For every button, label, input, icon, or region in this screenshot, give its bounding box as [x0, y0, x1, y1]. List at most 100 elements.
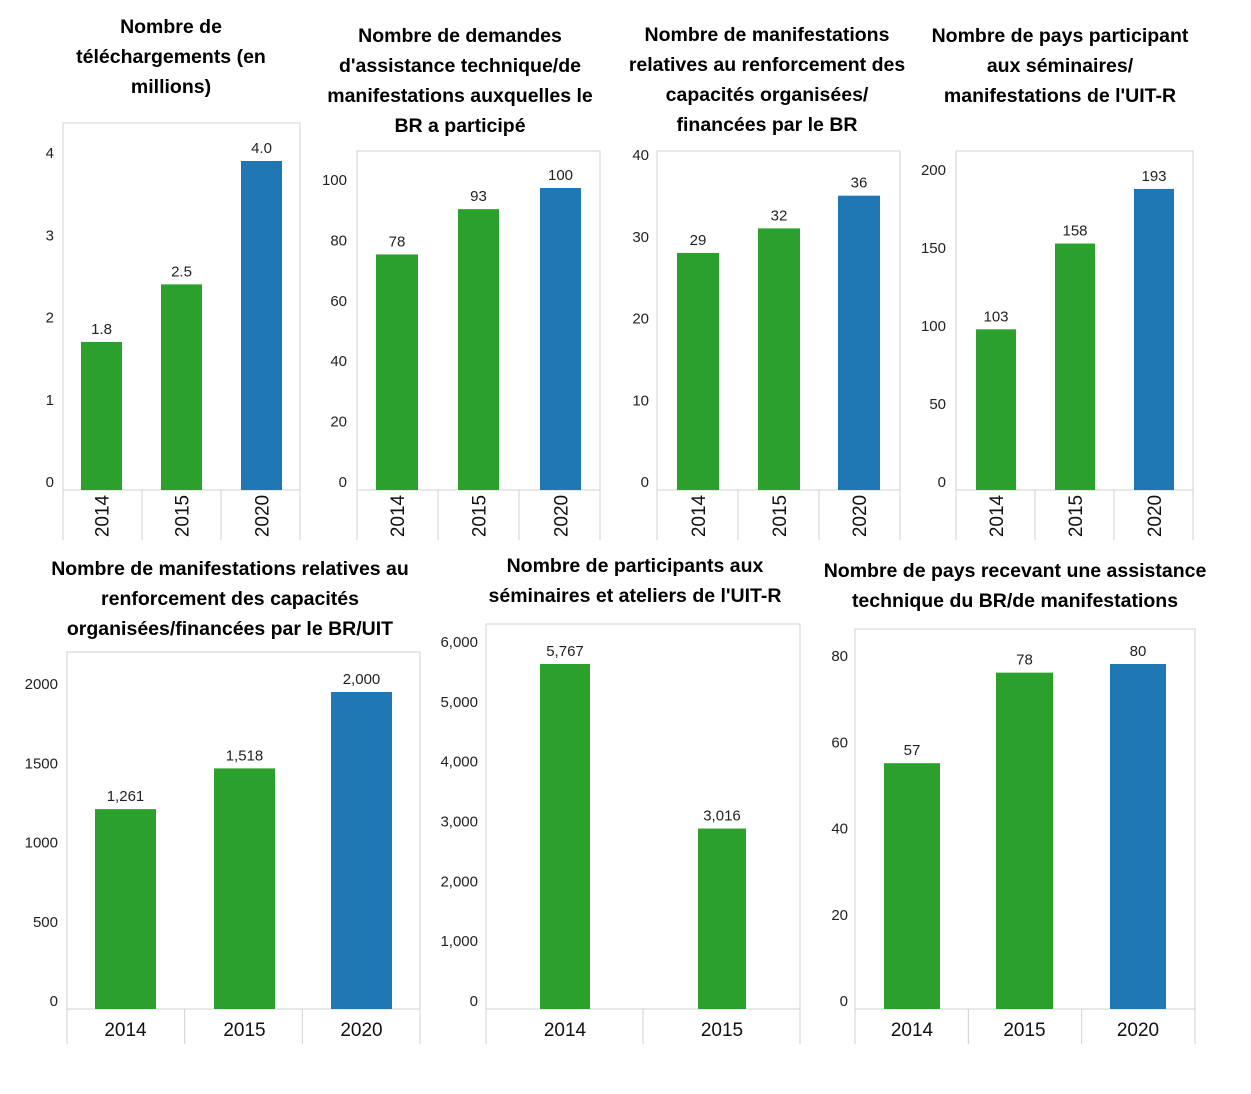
data-label: 4.0	[251, 140, 272, 157]
x-tick-label: 2020	[552, 495, 573, 537]
bar-2014	[376, 254, 418, 490]
data-label: 100	[548, 167, 573, 184]
x-tick-label: 2014	[544, 1020, 587, 1041]
x-tick-label: 2014	[104, 1020, 147, 1041]
chart-title-line: séminaires et ateliers de l'UIT-R	[488, 585, 782, 607]
data-label: 29	[690, 232, 707, 249]
y-tick-label: 0	[938, 474, 946, 491]
chart-title-line: capacités organisées/	[665, 84, 869, 106]
y-tick-label: 80	[330, 232, 347, 249]
y-tick-label: 1500	[25, 755, 58, 772]
bar-2015	[698, 828, 746, 1009]
y-tick-label: 1000	[25, 835, 58, 852]
y-tick-label: 80	[831, 648, 848, 665]
bar-2014	[884, 763, 940, 1009]
y-tick-label: 2000	[25, 676, 58, 693]
y-tick-label: 2	[46, 310, 54, 327]
data-label: 36	[851, 175, 868, 192]
data-label: 3,016	[703, 808, 741, 825]
y-tick-label: 20	[330, 414, 347, 431]
chart-title-line: technique du BR/de manifestations	[851, 590, 1179, 612]
bar-2020	[241, 161, 282, 490]
chart-title-line: Nombre de participants aux	[506, 555, 764, 577]
x-tick-label: 2015	[1003, 1020, 1045, 1041]
x-tick-label: 2015	[701, 1020, 743, 1041]
data-label: 93	[470, 188, 487, 205]
y-tick-label: 6,000	[440, 634, 478, 651]
bar-2015	[161, 284, 202, 490]
x-tick-label: 2014	[93, 494, 114, 537]
y-tick-label: 0	[46, 474, 54, 491]
chart-title-line: téléchargements (en	[76, 46, 266, 68]
data-label: 1,518	[226, 747, 264, 764]
data-label: 32	[771, 207, 788, 224]
y-tick-label: 1	[46, 392, 54, 409]
data-label: 158	[1062, 223, 1087, 240]
chart-title-line: manifestations de l'UIT-R	[943, 85, 1177, 107]
data-label: 2,000	[343, 671, 381, 688]
bar-2015	[214, 768, 275, 1009]
y-tick-label: 60	[831, 734, 848, 751]
y-tick-label: 500	[33, 914, 58, 931]
x-tick-label: 2014	[689, 494, 710, 537]
y-tick-label: 4	[46, 145, 54, 162]
y-tick-label: 20	[831, 907, 848, 924]
y-tick-label: 100	[921, 318, 946, 335]
chart-title-line: millions)	[130, 76, 212, 98]
bar-2015	[758, 228, 800, 490]
y-tick-label: 40	[330, 353, 347, 370]
chart-title-line: Nombre de manifestations	[644, 24, 890, 46]
bar-2020	[540, 188, 581, 490]
y-tick-label: 100	[322, 172, 347, 189]
y-tick-label: 0	[470, 993, 478, 1010]
bar-2020	[838, 195, 880, 490]
data-label: 78	[1016, 652, 1033, 669]
y-tick-label: 40	[632, 147, 649, 164]
x-tick-label: 2015	[470, 495, 491, 537]
data-label: 5,767	[546, 643, 584, 660]
y-tick-label: 2,000	[440, 873, 478, 890]
plot-frame	[485, 623, 801, 1010]
x-tick-label: 2014	[987, 494, 1008, 537]
bar-2014	[81, 341, 122, 490]
y-tick-label: 4,000	[440, 754, 478, 771]
y-tick-label: 3	[46, 227, 54, 244]
chart-title: Nombre de manifestations relatives au ren…	[30, 554, 430, 644]
x-tick-label: 2015	[223, 1020, 265, 1041]
y-tick-label: 40	[831, 821, 848, 838]
chart-title-line: Nombre de demandes	[358, 25, 562, 47]
chart-title-line: Nombre de	[120, 16, 222, 38]
chart-title-line: d'assistance technique/de	[339, 55, 581, 77]
y-tick-label: 20	[632, 311, 649, 328]
chart-title: Nombre de demandes d'assistance technique…	[310, 21, 610, 141]
bar-2015	[1055, 243, 1095, 490]
data-label: 80	[1130, 643, 1147, 660]
x-tick-label: 2014	[891, 1020, 934, 1041]
y-tick-label: 0	[339, 474, 347, 491]
data-label: 1,261	[107, 788, 145, 805]
x-tick-label: 2020	[340, 1020, 382, 1041]
y-tick-label: 1,000	[440, 933, 478, 950]
chart-title-line: financées par le BR	[676, 114, 858, 136]
chart-title-line: aux séminaires/	[986, 55, 1134, 77]
data-label: 1.8	[91, 321, 112, 338]
y-tick-label: 0	[50, 993, 58, 1010]
chart-title: Nombre de pays participant aux séminaires…	[920, 21, 1200, 111]
data-label: 193	[1141, 168, 1166, 185]
data-label: 2.5	[171, 263, 192, 280]
x-tick-label: 2020	[253, 495, 274, 537]
chart-title-line: Nombre de pays recevant une assistance	[823, 560, 1207, 582]
x-tick-label: 2015	[770, 495, 791, 537]
y-tick-label: 3,000	[440, 814, 478, 831]
bar-2020	[1110, 664, 1166, 1009]
x-tick-label: 2020	[1145, 495, 1166, 537]
bar-2020	[1134, 188, 1174, 491]
x-tick-label: 2015	[173, 495, 194, 537]
data-label: 57	[904, 742, 921, 759]
chart-title-line: BR a participé	[394, 115, 526, 137]
chart-title: Nombre de participants aux séminaires et …	[470, 551, 800, 611]
chart-title: Nombre de manifestations relatives au ren…	[612, 20, 922, 140]
y-tick-label: 200	[921, 162, 946, 179]
chart-title-line: Nombre de pays participant	[931, 25, 1189, 47]
